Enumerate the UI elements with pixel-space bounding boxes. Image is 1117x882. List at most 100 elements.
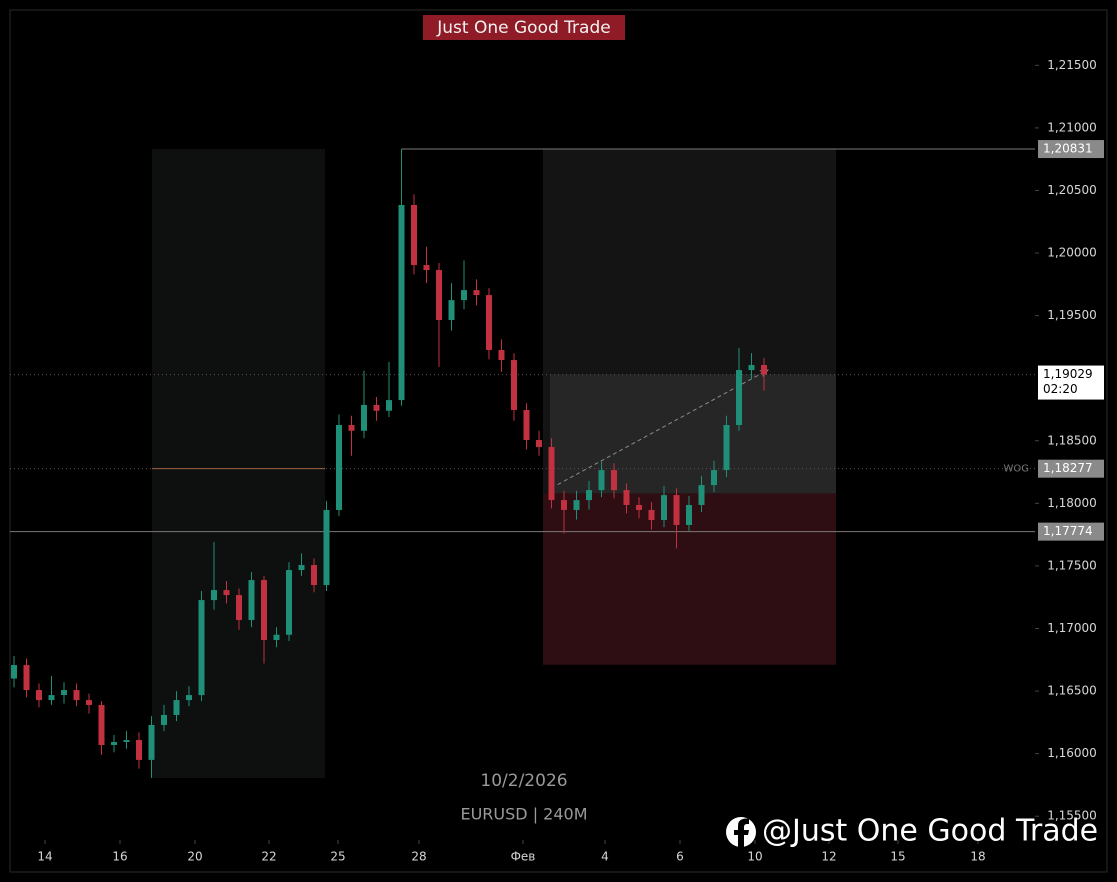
y-tick-label: 1,19500: [1047, 308, 1097, 322]
price-label-box: [1038, 522, 1104, 541]
x-tick-label: 15: [890, 850, 905, 864]
candle-body: [523, 409, 530, 441]
candle-body: [148, 724, 155, 760]
candle-body: [698, 485, 705, 505]
x-tick-label: 16: [112, 850, 127, 864]
y-tick-label: 1,20500: [1047, 183, 1097, 197]
candle-body: [61, 690, 67, 696]
candle-body: [648, 509, 655, 520]
candle-body: [11, 665, 17, 679]
candle-body: [173, 700, 180, 715]
candle-body: [586, 490, 592, 501]
candle-body: [236, 595, 242, 620]
candle-body: [423, 265, 430, 271]
candle-body: [561, 500, 567, 510]
price-label: 1,19029: [1043, 367, 1093, 381]
candle-body: [498, 350, 505, 361]
title-box: [423, 15, 625, 40]
x-tick-label: 18: [970, 850, 985, 864]
y-tick-label: 1,15500: [1047, 809, 1097, 823]
price-label: 1,17774: [1043, 524, 1093, 538]
candle-body: [211, 590, 217, 601]
candle-body: [223, 590, 230, 596]
candle-body: [286, 570, 292, 635]
candle-body: [636, 504, 642, 510]
price-label-box: [1038, 140, 1104, 159]
candle-body: [486, 295, 492, 351]
zone: [550, 374, 836, 494]
y-tick-label: 1,16500: [1047, 684, 1097, 698]
price-label: 1,18277: [1043, 461, 1093, 475]
candle-body: [311, 565, 317, 586]
y-tick-label: 1,18000: [1047, 496, 1097, 510]
candle-body: [373, 404, 380, 411]
x-tick-label: 10: [747, 850, 762, 864]
candle-body: [361, 404, 367, 431]
candle-body: [623, 490, 630, 505]
y-tick-label: 1,21500: [1047, 58, 1097, 72]
candle-body: [736, 370, 742, 425]
candle-body: [411, 204, 417, 266]
chart-title: Just One Good Trade: [436, 18, 610, 38]
candle-body: [761, 365, 767, 375]
candle-body: [136, 740, 142, 760]
candle-body: [298, 565, 305, 571]
candle-body: [261, 580, 267, 641]
countdown: 02:20: [1043, 382, 1078, 396]
candle-body: [686, 504, 692, 525]
candle-body: [611, 470, 617, 491]
symbol-label: EURUSD | 240M: [460, 805, 587, 824]
facebook-icon: [726, 817, 756, 847]
x-tick-label: 20: [187, 850, 202, 864]
candle-body: [198, 600, 205, 696]
candle-body: [161, 714, 167, 725]
x-tick-label: 22: [261, 850, 276, 864]
candle-body: [336, 425, 342, 510]
level-tag: WOG: [1003, 464, 1029, 475]
candle-body: [448, 300, 455, 320]
candle-body: [461, 290, 467, 301]
date-label: 10/2/2026: [480, 771, 567, 791]
candle-body: [273, 634, 280, 641]
x-tick-label: 6: [676, 850, 684, 864]
y-tick-label: 1,17500: [1047, 558, 1097, 572]
trend-arrow: [557, 369, 768, 486]
candle-body: [723, 425, 730, 471]
x-tick-label: 14: [37, 850, 52, 864]
candle-body: [36, 690, 42, 701]
candle-body: [673, 495, 680, 525]
x-tick-label: 4: [601, 850, 609, 864]
candle-body: [548, 447, 555, 501]
y-tick-label: 1,20000: [1047, 246, 1097, 260]
y-tick-label: 1,16000: [1047, 746, 1097, 760]
frame: [9, 9, 1108, 873]
x-tick-label: 28: [411, 850, 426, 864]
candle-body: [111, 742, 117, 746]
candle-body: [573, 500, 580, 510]
candle-body: [73, 690, 80, 701]
candle-body: [186, 695, 192, 701]
y-tick-label: 1,17000: [1047, 621, 1097, 635]
candle-body: [348, 425, 355, 431]
candle-body: [661, 495, 667, 520]
candle-body: [48, 695, 55, 701]
candle-body: [711, 470, 717, 486]
candle-body: [398, 204, 405, 401]
candle-body: [511, 360, 517, 410]
price-label: 1,20831: [1043, 142, 1093, 156]
plot: 1,21500 1,21000 1,20500 1,20000 1,19500 1,185…: [10, 58, 1104, 864]
x-tick-label: 12: [821, 850, 836, 864]
candle-body: [123, 740, 130, 743]
y-tick-label: 1,18500: [1047, 433, 1097, 447]
candle-body: [23, 665, 30, 691]
candle-body: [436, 270, 442, 320]
candle-body: [473, 290, 480, 296]
x-tick-label: Фев: [511, 850, 536, 864]
candle-body: [98, 704, 105, 746]
x-tick-label: 25: [330, 850, 345, 864]
candle-body: [323, 509, 330, 586]
price-label-box: [1038, 459, 1104, 478]
zone: [152, 149, 325, 779]
candle-body: [536, 440, 542, 448]
